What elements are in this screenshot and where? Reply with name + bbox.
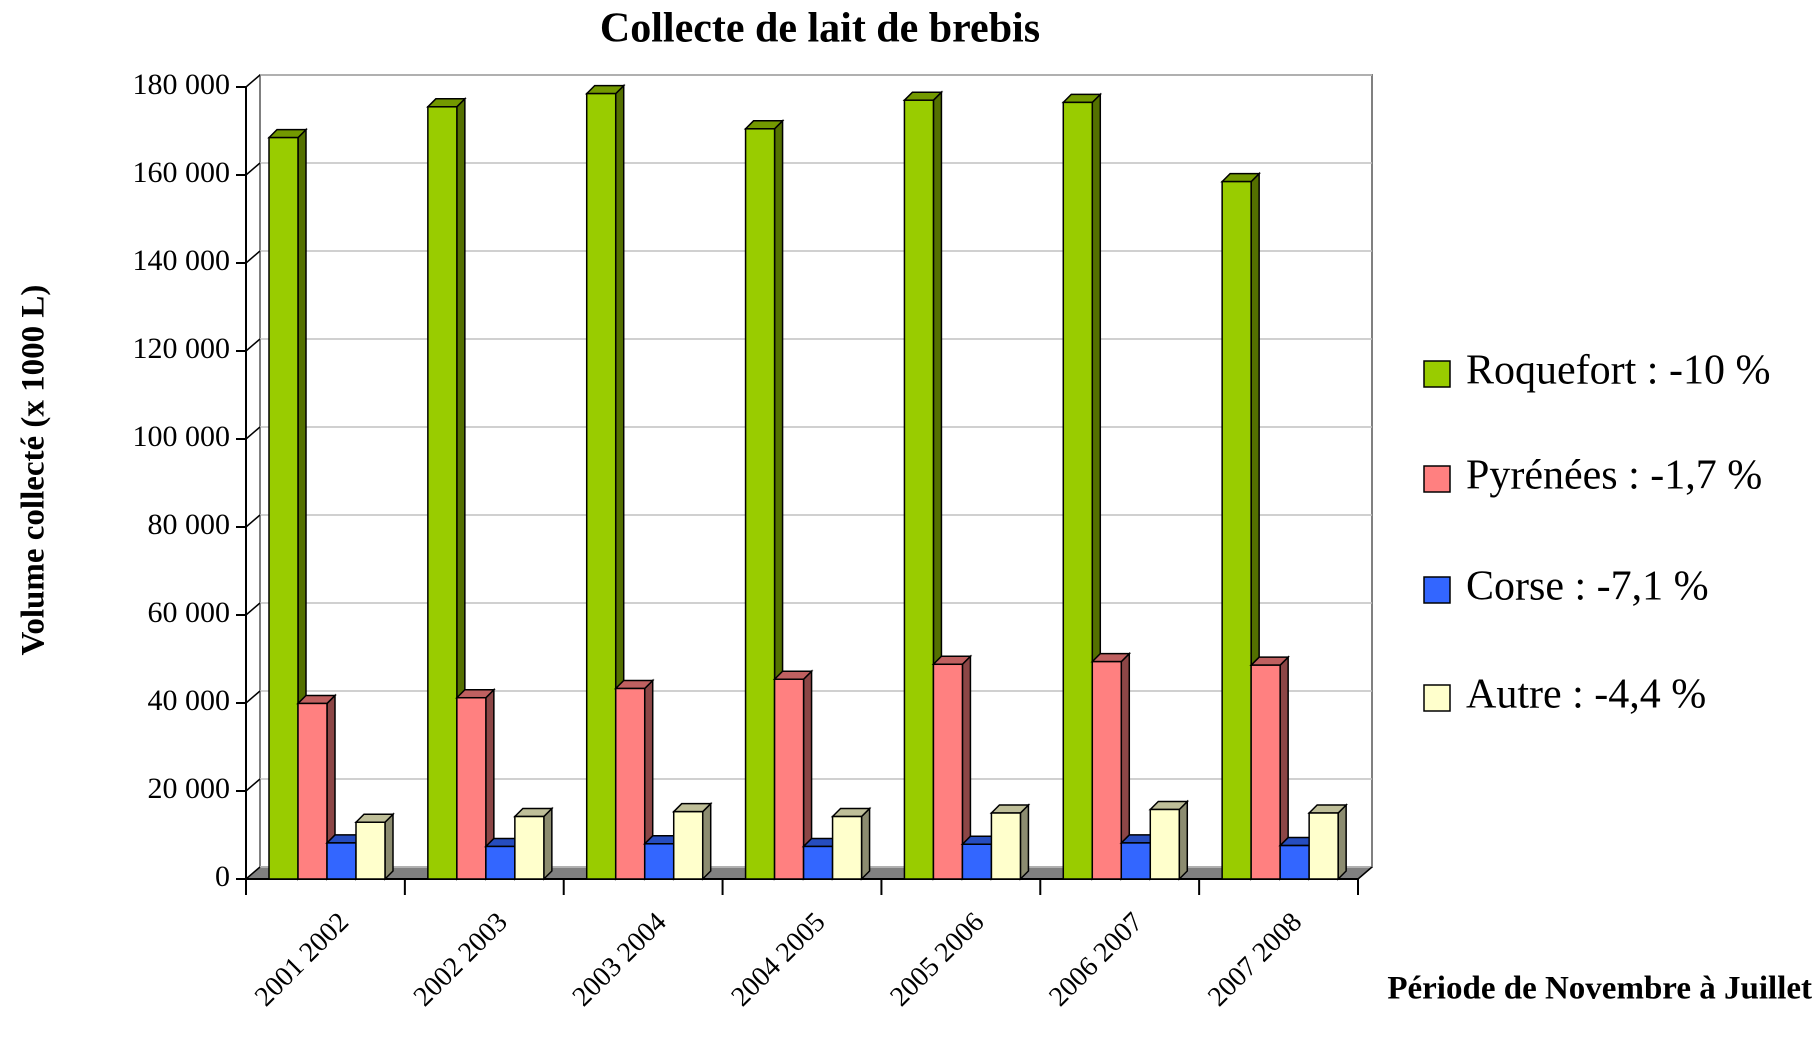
y-tick-label: 20 000: [148, 772, 231, 805]
x-axis-depth: [1357, 866, 1373, 880]
y-tick-label: 160 000: [133, 156, 231, 189]
y-tick-depth: [245, 162, 261, 176]
y-tick-depth: [245, 778, 261, 792]
bar-front: [1250, 664, 1281, 880]
bar-front: [427, 106, 458, 880]
chart-title: Collecte de lait de brebis: [600, 6, 1040, 52]
bar-front: [326, 842, 357, 880]
bar-front: [268, 136, 299, 880]
bar-front: [297, 702, 328, 880]
bar: [931, 654, 973, 881]
legend-label: Corse : -7,1 %: [1466, 564, 1709, 610]
bar: [772, 669, 814, 881]
bar: [989, 803, 1031, 881]
bar-front: [932, 663, 964, 880]
bar-side: [384, 812, 394, 881]
bar: [1148, 799, 1190, 881]
x-tick-label: 2005 2006: [884, 907, 990, 1013]
bar-side: [701, 801, 712, 881]
y-axis-title: Volume collecté (x 1000 L): [16, 285, 52, 656]
bar-front: [456, 696, 487, 880]
bar-front: [672, 810, 704, 880]
y-tick-label: 0: [215, 860, 230, 893]
y-tick-depth: [245, 602, 261, 616]
bar: [426, 96, 467, 881]
y-tick-depth: [245, 426, 261, 440]
y-tick-depth: [245, 690, 261, 704]
bar-front: [1062, 101, 1094, 880]
bar-front: [485, 845, 516, 880]
y-tick-depth: [245, 338, 261, 352]
bar-front: [585, 92, 617, 880]
bar-front: [744, 128, 776, 880]
y-tick-label: 180 000: [133, 68, 231, 101]
bar-front: [643, 843, 675, 880]
y-tick-depth: [245, 866, 261, 880]
bar-front: [903, 99, 935, 880]
bar-front: [773, 678, 805, 880]
x-tick-label: 2003 2004: [567, 907, 673, 1013]
y-tick-label: 40 000: [148, 684, 231, 717]
y-tick-label: 100 000: [133, 420, 231, 453]
bar-side: [1019, 803, 1030, 881]
legend-label: Autre : -4,4 %: [1466, 672, 1706, 718]
y-tick-label: 80 000: [148, 508, 231, 541]
bar: [1090, 651, 1132, 881]
legend-label: Pyrénées : -1,7 %: [1466, 453, 1762, 499]
bar: [830, 806, 872, 881]
back-wall: [259, 74, 1373, 868]
bar: [513, 806, 554, 881]
bar: [584, 83, 626, 881]
y-tick-label: 140 000: [133, 244, 231, 277]
x-tick-label: 2006 2007: [1043, 907, 1149, 1013]
bar: [613, 678, 655, 881]
legend-swatch: [1423, 576, 1451, 604]
bar-front: [1279, 844, 1310, 880]
bar-side: [1337, 803, 1347, 881]
bar: [267, 127, 308, 881]
bar: [354, 812, 395, 881]
bar-side: [1178, 799, 1189, 881]
bar: [296, 693, 337, 881]
bar-front: [355, 821, 386, 880]
x-tick-label: 2004 2005: [725, 907, 831, 1013]
y-tick-depth: [245, 74, 261, 88]
x-axis-title: Période de Novembre à Juillet: [1387, 971, 1812, 1007]
bar-front: [514, 815, 545, 880]
x-tick-label: 2002 2003: [408, 907, 514, 1013]
legend-swatch: [1423, 684, 1451, 712]
bar-front: [990, 812, 1022, 880]
bar: [1249, 655, 1290, 881]
bar: [671, 801, 713, 881]
bar-front: [1308, 812, 1339, 880]
x-tick-label: 2001 2002: [249, 907, 355, 1013]
bar-front: [1149, 808, 1181, 880]
bar-front: [1091, 660, 1123, 880]
y-tick-depth: [245, 514, 261, 528]
bar-front: [831, 815, 863, 880]
bar-front: [961, 843, 993, 880]
legend-label: Roquefort : -10 %: [1466, 348, 1770, 394]
bar-front: [1120, 842, 1152, 880]
bar-side: [543, 806, 553, 881]
bar-front: [1221, 180, 1252, 880]
x-tick-label: 2007 2008: [1202, 907, 1308, 1013]
y-tick-depth: [245, 250, 261, 264]
bar-front: [802, 845, 834, 880]
bar: [1307, 803, 1348, 881]
bar-side: [860, 806, 871, 881]
bar: [455, 687, 496, 881]
bar-front: [614, 687, 646, 880]
y-tick-label: 60 000: [148, 596, 231, 629]
legend-swatch: [1423, 360, 1451, 388]
legend-swatch: [1423, 465, 1451, 493]
y-tick-label: 120 000: [133, 332, 231, 365]
bar: [1061, 92, 1103, 881]
